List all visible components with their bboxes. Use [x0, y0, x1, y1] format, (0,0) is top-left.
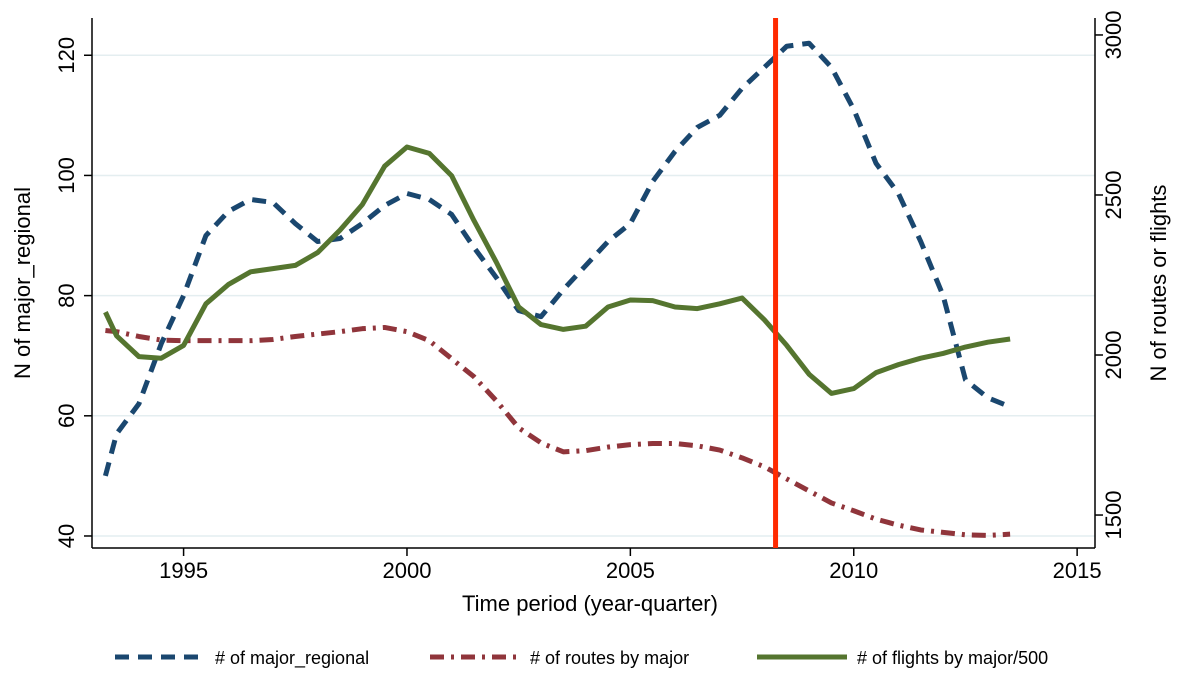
y-tick-label: 80: [54, 283, 79, 307]
y-tick-label: 100: [54, 157, 79, 194]
x-tick-label: 2010: [829, 558, 878, 583]
y-axis-label: N of major_regional: [10, 187, 35, 379]
legend-label: # of flights by major/500: [857, 648, 1048, 668]
x-axis-label: Time period (year-quarter): [462, 591, 718, 616]
y2-tick-label: 3000: [1101, 10, 1126, 59]
x-tick-label: 2015: [1053, 558, 1102, 583]
y2-axis-label: N of routes or flights: [1146, 185, 1171, 382]
plot-area: 40 60 80 100 120 1500 2000 2500 3000 1995 2000 2005…: [54, 10, 1126, 583]
y-tick-label: 60: [54, 404, 79, 428]
series-line: [102, 40, 1012, 477]
y2-tick-label: 1500: [1101, 491, 1126, 540]
x-tick-label: 2000: [382, 558, 431, 583]
y-tick-label: 120: [54, 37, 79, 74]
legend-label: # of major_regional: [215, 648, 369, 669]
legend-label: # of routes by major: [530, 648, 689, 668]
y-tick-label: 40: [54, 524, 79, 548]
x-tick-label: 2005: [606, 558, 655, 583]
y2-tick-label: 2000: [1101, 331, 1126, 380]
y2-tick-label: 2500: [1101, 171, 1126, 220]
series-line: [105, 324, 1011, 538]
x-tick-label: 1995: [159, 558, 208, 583]
series-line: [103, 144, 1011, 396]
